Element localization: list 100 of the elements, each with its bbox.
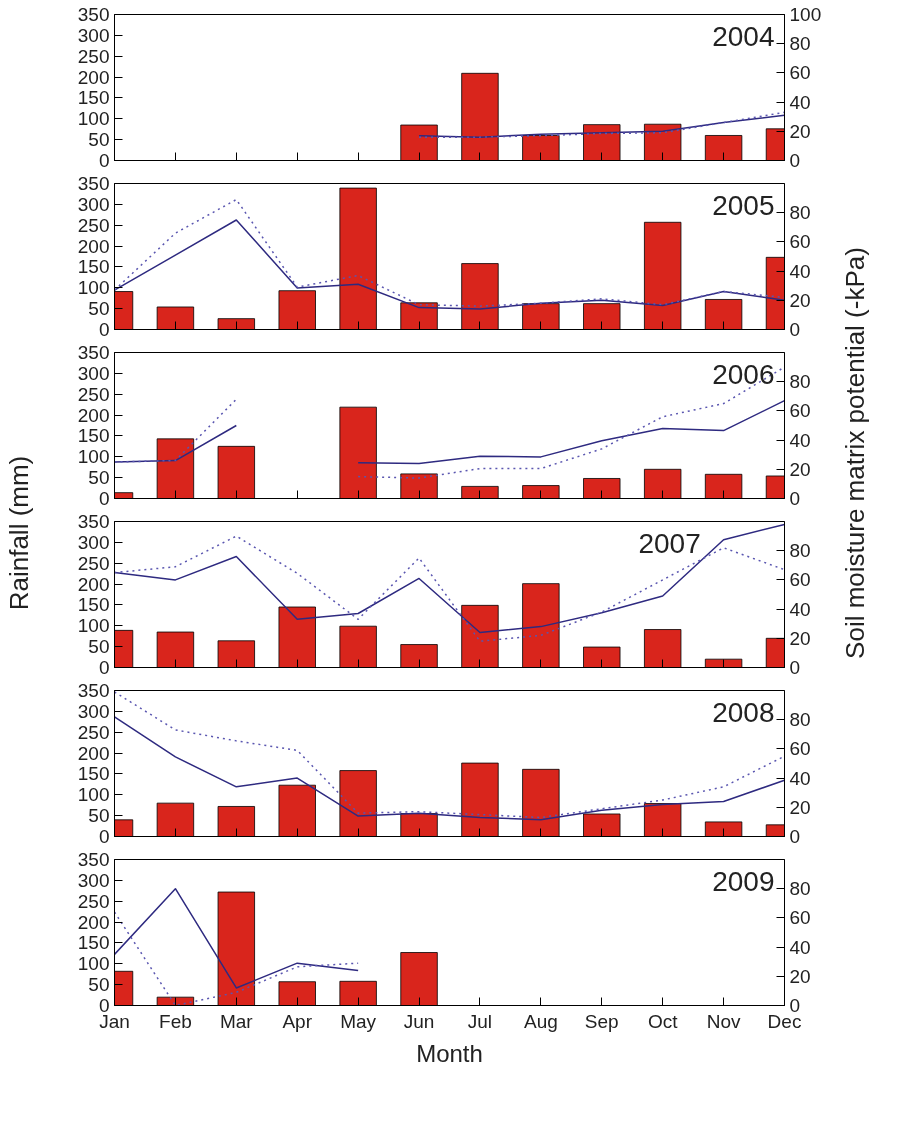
y2-tick-label: 0 bbox=[789, 657, 801, 678]
line-series bbox=[114, 523, 785, 634]
y-tick-label: 350 bbox=[77, 680, 110, 701]
y-tick-label: 350 bbox=[77, 342, 110, 363]
annotation: 2005 bbox=[712, 189, 775, 221]
x-tick-label: Nov bbox=[706, 1010, 741, 1032]
y-tick-label: 200 bbox=[77, 742, 110, 764]
y2-tick-label: 80 bbox=[789, 33, 811, 55]
y2-tick-label: 60 bbox=[789, 569, 811, 591]
y-tick-label: 200 bbox=[77, 911, 110, 933]
y-tick-label: 200 bbox=[77, 573, 110, 595]
y-tick-label: 350 bbox=[77, 511, 110, 532]
y-tick-label: 150 bbox=[77, 87, 110, 109]
y2-tick-label: 20 bbox=[789, 796, 811, 818]
y2-tick-label: 0 bbox=[789, 488, 801, 509]
y-tick-label: 50 bbox=[88, 298, 110, 320]
y-tick-label: 300 bbox=[77, 362, 110, 384]
y2-tick-label: 60 bbox=[789, 738, 811, 760]
y-tick-label: 250 bbox=[77, 45, 110, 67]
y2-tick-label: 0 bbox=[789, 826, 801, 847]
y-tick-label: 50 bbox=[88, 636, 110, 658]
x-tick-label: Aug bbox=[523, 1010, 558, 1032]
y-tick-label: 0 bbox=[98, 826, 110, 847]
y2-tick-label: 20 bbox=[789, 458, 811, 480]
y-tick-label: 0 bbox=[98, 488, 110, 509]
y-tick-label: 150 bbox=[77, 932, 110, 954]
y2-tick-label: 40 bbox=[789, 91, 811, 113]
y-tick-label: 300 bbox=[77, 193, 110, 215]
y-tick-label: 300 bbox=[77, 531, 110, 553]
y2-tick-label: 40 bbox=[789, 598, 811, 620]
y2-tick-label: 40 bbox=[789, 767, 811, 789]
y-tick-label: 50 bbox=[88, 129, 110, 151]
line-series bbox=[114, 219, 785, 310]
y-tick-label: 250 bbox=[77, 214, 110, 236]
y-tick-label: 0 bbox=[98, 995, 110, 1016]
y-tick-label: 0 bbox=[98, 657, 110, 678]
y2-tick-label: 40 bbox=[789, 260, 811, 282]
y-tick-label: 300 bbox=[77, 24, 110, 46]
annotation: 2006 bbox=[712, 358, 775, 390]
y-tick-label: 250 bbox=[77, 890, 110, 912]
y2-tick-label: 60 bbox=[789, 400, 811, 422]
y2-tick-label: 100 bbox=[789, 4, 822, 25]
y2-tick-label: 20 bbox=[789, 289, 811, 311]
y-tick-label: 0 bbox=[98, 150, 110, 171]
y-tick-label: 350 bbox=[77, 4, 110, 25]
y-tick-label: 0 bbox=[98, 319, 110, 340]
y2-tick-label: 0 bbox=[789, 150, 801, 171]
y2-tick-label: 20 bbox=[789, 965, 811, 987]
y-tick-label: 200 bbox=[77, 404, 110, 426]
y-tick-label: 350 bbox=[77, 173, 110, 194]
y-tick-label: 250 bbox=[77, 721, 110, 743]
y-tick-label: 100 bbox=[77, 953, 110, 975]
y-tick-label: 50 bbox=[88, 974, 110, 996]
y-tick-label: 100 bbox=[77, 615, 110, 637]
y2-tick-label: 40 bbox=[789, 936, 811, 958]
y-tick-label: 200 bbox=[77, 66, 110, 88]
y2-tick-label: 80 bbox=[789, 202, 811, 224]
x-tick-label: Jul bbox=[467, 1010, 493, 1032]
x-tick-label: Mar bbox=[219, 1010, 254, 1032]
y-tick-label: 150 bbox=[77, 425, 110, 447]
x-tick-label: Apr bbox=[282, 1010, 313, 1032]
line-series bbox=[114, 535, 785, 642]
line-series bbox=[114, 691, 785, 819]
y-tick-label: 100 bbox=[77, 446, 110, 468]
annotation: 2008 bbox=[712, 696, 775, 728]
y-tick-label: 50 bbox=[88, 467, 110, 489]
x-tick-label: Sep bbox=[584, 1010, 619, 1032]
y-tick-label: 50 bbox=[88, 805, 110, 827]
y2-tick-label: 20 bbox=[789, 627, 811, 649]
y-tick-label: 350 bbox=[77, 849, 110, 870]
y2-tick-label: 80 bbox=[789, 709, 811, 731]
x-tick-label: Jun bbox=[403, 1010, 435, 1032]
y2-tick-label: 0 bbox=[789, 319, 801, 340]
annotation: 2004 bbox=[712, 20, 775, 52]
annotation: 2007 bbox=[638, 527, 701, 559]
y-tick-label: 100 bbox=[77, 277, 110, 299]
y2-tick-label: 60 bbox=[789, 62, 811, 84]
y-tick-label: 250 bbox=[77, 552, 110, 574]
x-tick-label: Feb bbox=[159, 1010, 192, 1032]
y-tick-label: 300 bbox=[77, 869, 110, 891]
y-tick-label: 300 bbox=[77, 700, 110, 722]
y2-tick-label: 40 bbox=[789, 429, 811, 451]
y2-tick-label: 20 bbox=[789, 120, 811, 142]
annotation: 2009 bbox=[712, 865, 775, 897]
y-tick-label: 150 bbox=[77, 256, 110, 278]
line-series bbox=[114, 911, 359, 1006]
y-tick-label: 150 bbox=[77, 594, 110, 616]
y2-tick-label: 80 bbox=[789, 878, 811, 900]
y-tick-label: 100 bbox=[77, 108, 110, 130]
y-tick-label: 200 bbox=[77, 235, 110, 257]
y2-tick-label: 60 bbox=[789, 231, 811, 253]
y2-tick-label: 0 bbox=[789, 995, 801, 1016]
x-tick-label: Oct bbox=[647, 1010, 679, 1032]
x-axis-title: Month bbox=[416, 1039, 483, 1067]
y2-tick-label: 80 bbox=[789, 371, 811, 393]
x-tick-label: May bbox=[340, 1010, 377, 1032]
y-tick-label: 100 bbox=[77, 784, 110, 806]
y-tick-label: 150 bbox=[77, 763, 110, 785]
y2-axis-title: Soil moisture matrix potential (-kPa) bbox=[839, 247, 870, 659]
y2-tick-label: 60 bbox=[789, 907, 811, 929]
